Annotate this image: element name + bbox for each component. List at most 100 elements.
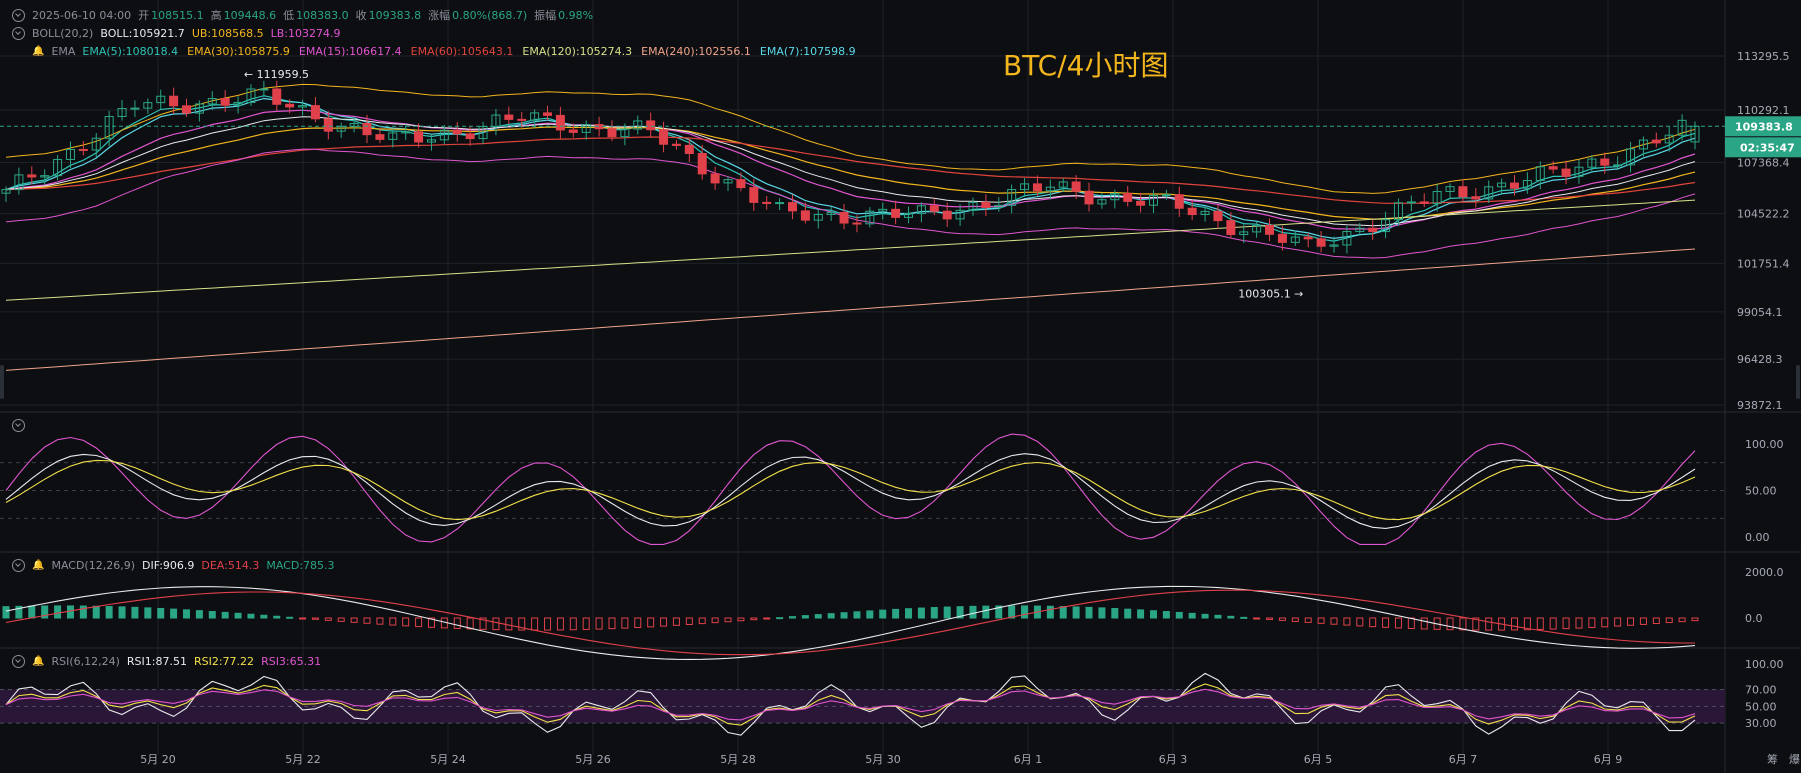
macd-histogram-bar bbox=[879, 609, 887, 619]
macd-histogram-bar bbox=[79, 605, 87, 619]
indicator-bands bbox=[5, 83, 1696, 371]
macd-histogram-bar bbox=[1266, 617, 1274, 620]
price-tick-label: 104522.2 bbox=[1737, 208, 1790, 221]
macd-histogram-bar bbox=[698, 617, 706, 625]
close-value: 109383.8 bbox=[368, 8, 422, 22]
macd-histogram-bar bbox=[776, 617, 784, 620]
macd-histogram-bar bbox=[956, 606, 964, 619]
macd-histogram-bar bbox=[415, 617, 423, 628]
collapse-icon[interactable] bbox=[12, 654, 25, 668]
macd-histogram-bar bbox=[337, 617, 345, 622]
candle-body bbox=[1032, 183, 1042, 192]
candle-body bbox=[697, 153, 707, 175]
macd-histogram-bar bbox=[1214, 614, 1222, 619]
macd-histogram-bar bbox=[247, 613, 255, 619]
macd-histogram-bar bbox=[311, 617, 319, 620]
macd-tick-label: 0.0 bbox=[1745, 612, 1763, 625]
macd-histogram-bar bbox=[595, 617, 603, 630]
candle-body bbox=[1277, 233, 1287, 243]
macd-histogram-bar bbox=[1678, 617, 1686, 623]
candle-body bbox=[246, 88, 256, 103]
left-handle[interactable] bbox=[0, 365, 4, 399]
high-value: 109448.6 bbox=[223, 8, 277, 22]
candle-body bbox=[1148, 194, 1158, 206]
candle-body bbox=[504, 114, 514, 120]
candle-body bbox=[194, 103, 204, 114]
collapse-icon[interactable] bbox=[12, 558, 25, 572]
candle-body bbox=[787, 202, 797, 212]
rsi3-line bbox=[5, 688, 1696, 721]
candle-body bbox=[1161, 194, 1171, 197]
macd-value: MACD:785.3 bbox=[266, 558, 335, 572]
countdown-box bbox=[1725, 137, 1801, 158]
kdj-tick-label: 100.00 bbox=[1745, 438, 1784, 451]
macd-histogram-bar bbox=[208, 610, 216, 619]
macd-histogram-bar bbox=[1240, 616, 1248, 619]
candle-body bbox=[1406, 201, 1416, 204]
candle-body bbox=[1342, 231, 1352, 246]
macd-histogram-bar bbox=[1188, 612, 1196, 619]
candle-body bbox=[375, 134, 385, 140]
macd-histogram-bar bbox=[1137, 609, 1145, 619]
ema-item: EMA(5):108018.4 bbox=[82, 44, 179, 58]
candle-body bbox=[1316, 238, 1326, 247]
boll-mid-line bbox=[5, 116, 1696, 227]
macd-histogram-bar bbox=[582, 617, 590, 630]
candle-body bbox=[607, 128, 617, 138]
bell-icon[interactable]: 🔔 bbox=[32, 655, 45, 667]
macd-histogram-bar bbox=[453, 617, 461, 629]
macd-histogram-bar bbox=[170, 608, 178, 619]
macd-histogram-bar bbox=[157, 607, 165, 619]
ema-item: EMA(60):105643.1 bbox=[410, 44, 514, 58]
collapse-icon[interactable] bbox=[12, 8, 25, 22]
candle-body bbox=[1626, 148, 1636, 166]
right-handle[interactable] bbox=[1796, 365, 1800, 399]
boll-upper-line bbox=[5, 83, 1696, 194]
kdj-tick-label: 0.00 bbox=[1745, 531, 1770, 544]
candle-body bbox=[1368, 227, 1378, 233]
rsi-name: RSI(6,12,24) bbox=[51, 654, 120, 668]
collapse-icon[interactable] bbox=[12, 26, 25, 40]
candlesticks bbox=[1, 80, 1700, 254]
time-tick-label: 6月 5 bbox=[1304, 753, 1333, 766]
candle-body bbox=[1535, 166, 1545, 181]
price-tick-label: 113295.5 bbox=[1737, 50, 1790, 63]
collapse-icon[interactable] bbox=[12, 418, 25, 432]
candle-body bbox=[1, 189, 11, 194]
candle-body bbox=[633, 120, 643, 130]
time-tick-label: 5月 28 bbox=[720, 753, 756, 766]
candle-body bbox=[14, 174, 24, 191]
candle-body bbox=[310, 105, 320, 120]
macd-dif-line bbox=[5, 585, 1696, 660]
macd-histogram-bar bbox=[905, 608, 913, 619]
candle-body bbox=[1200, 210, 1210, 216]
ema120-line bbox=[5, 199, 1696, 301]
macd-histogram-bar bbox=[1523, 617, 1531, 631]
candle-body bbox=[298, 105, 308, 108]
candle-body bbox=[1290, 236, 1300, 243]
macd-histogram-bar bbox=[260, 614, 268, 619]
macd-histogram-bar bbox=[1343, 617, 1351, 626]
candle-body bbox=[904, 213, 914, 218]
rsi1-line bbox=[5, 672, 1696, 736]
candle-body bbox=[1187, 207, 1197, 216]
macd-histogram-bar bbox=[660, 617, 668, 627]
macd-histogram-bar bbox=[234, 612, 242, 619]
candle-body bbox=[156, 95, 166, 104]
macd-histogram-bar bbox=[1085, 606, 1093, 619]
macd-histogram-bar bbox=[1382, 617, 1390, 628]
kdj-j-line bbox=[5, 433, 1696, 545]
macd-histogram-bar bbox=[544, 617, 552, 631]
bell-icon[interactable]: 🔔 bbox=[32, 559, 45, 571]
macd-histogram-bar bbox=[672, 617, 680, 626]
low-annotation: 100305.1 → bbox=[1238, 287, 1303, 300]
macd-histogram-bar bbox=[1317, 617, 1325, 624]
boll-lower-line bbox=[5, 148, 1696, 259]
rsi-tick-label: 50.00 bbox=[1745, 700, 1777, 713]
bell-icon[interactable]: 🔔 bbox=[32, 45, 45, 57]
candle-body bbox=[826, 211, 836, 216]
candle-body bbox=[865, 210, 875, 225]
rsi-tick-label: 70.00 bbox=[1745, 683, 1777, 696]
time-tick-label: 5月 22 bbox=[285, 753, 321, 766]
